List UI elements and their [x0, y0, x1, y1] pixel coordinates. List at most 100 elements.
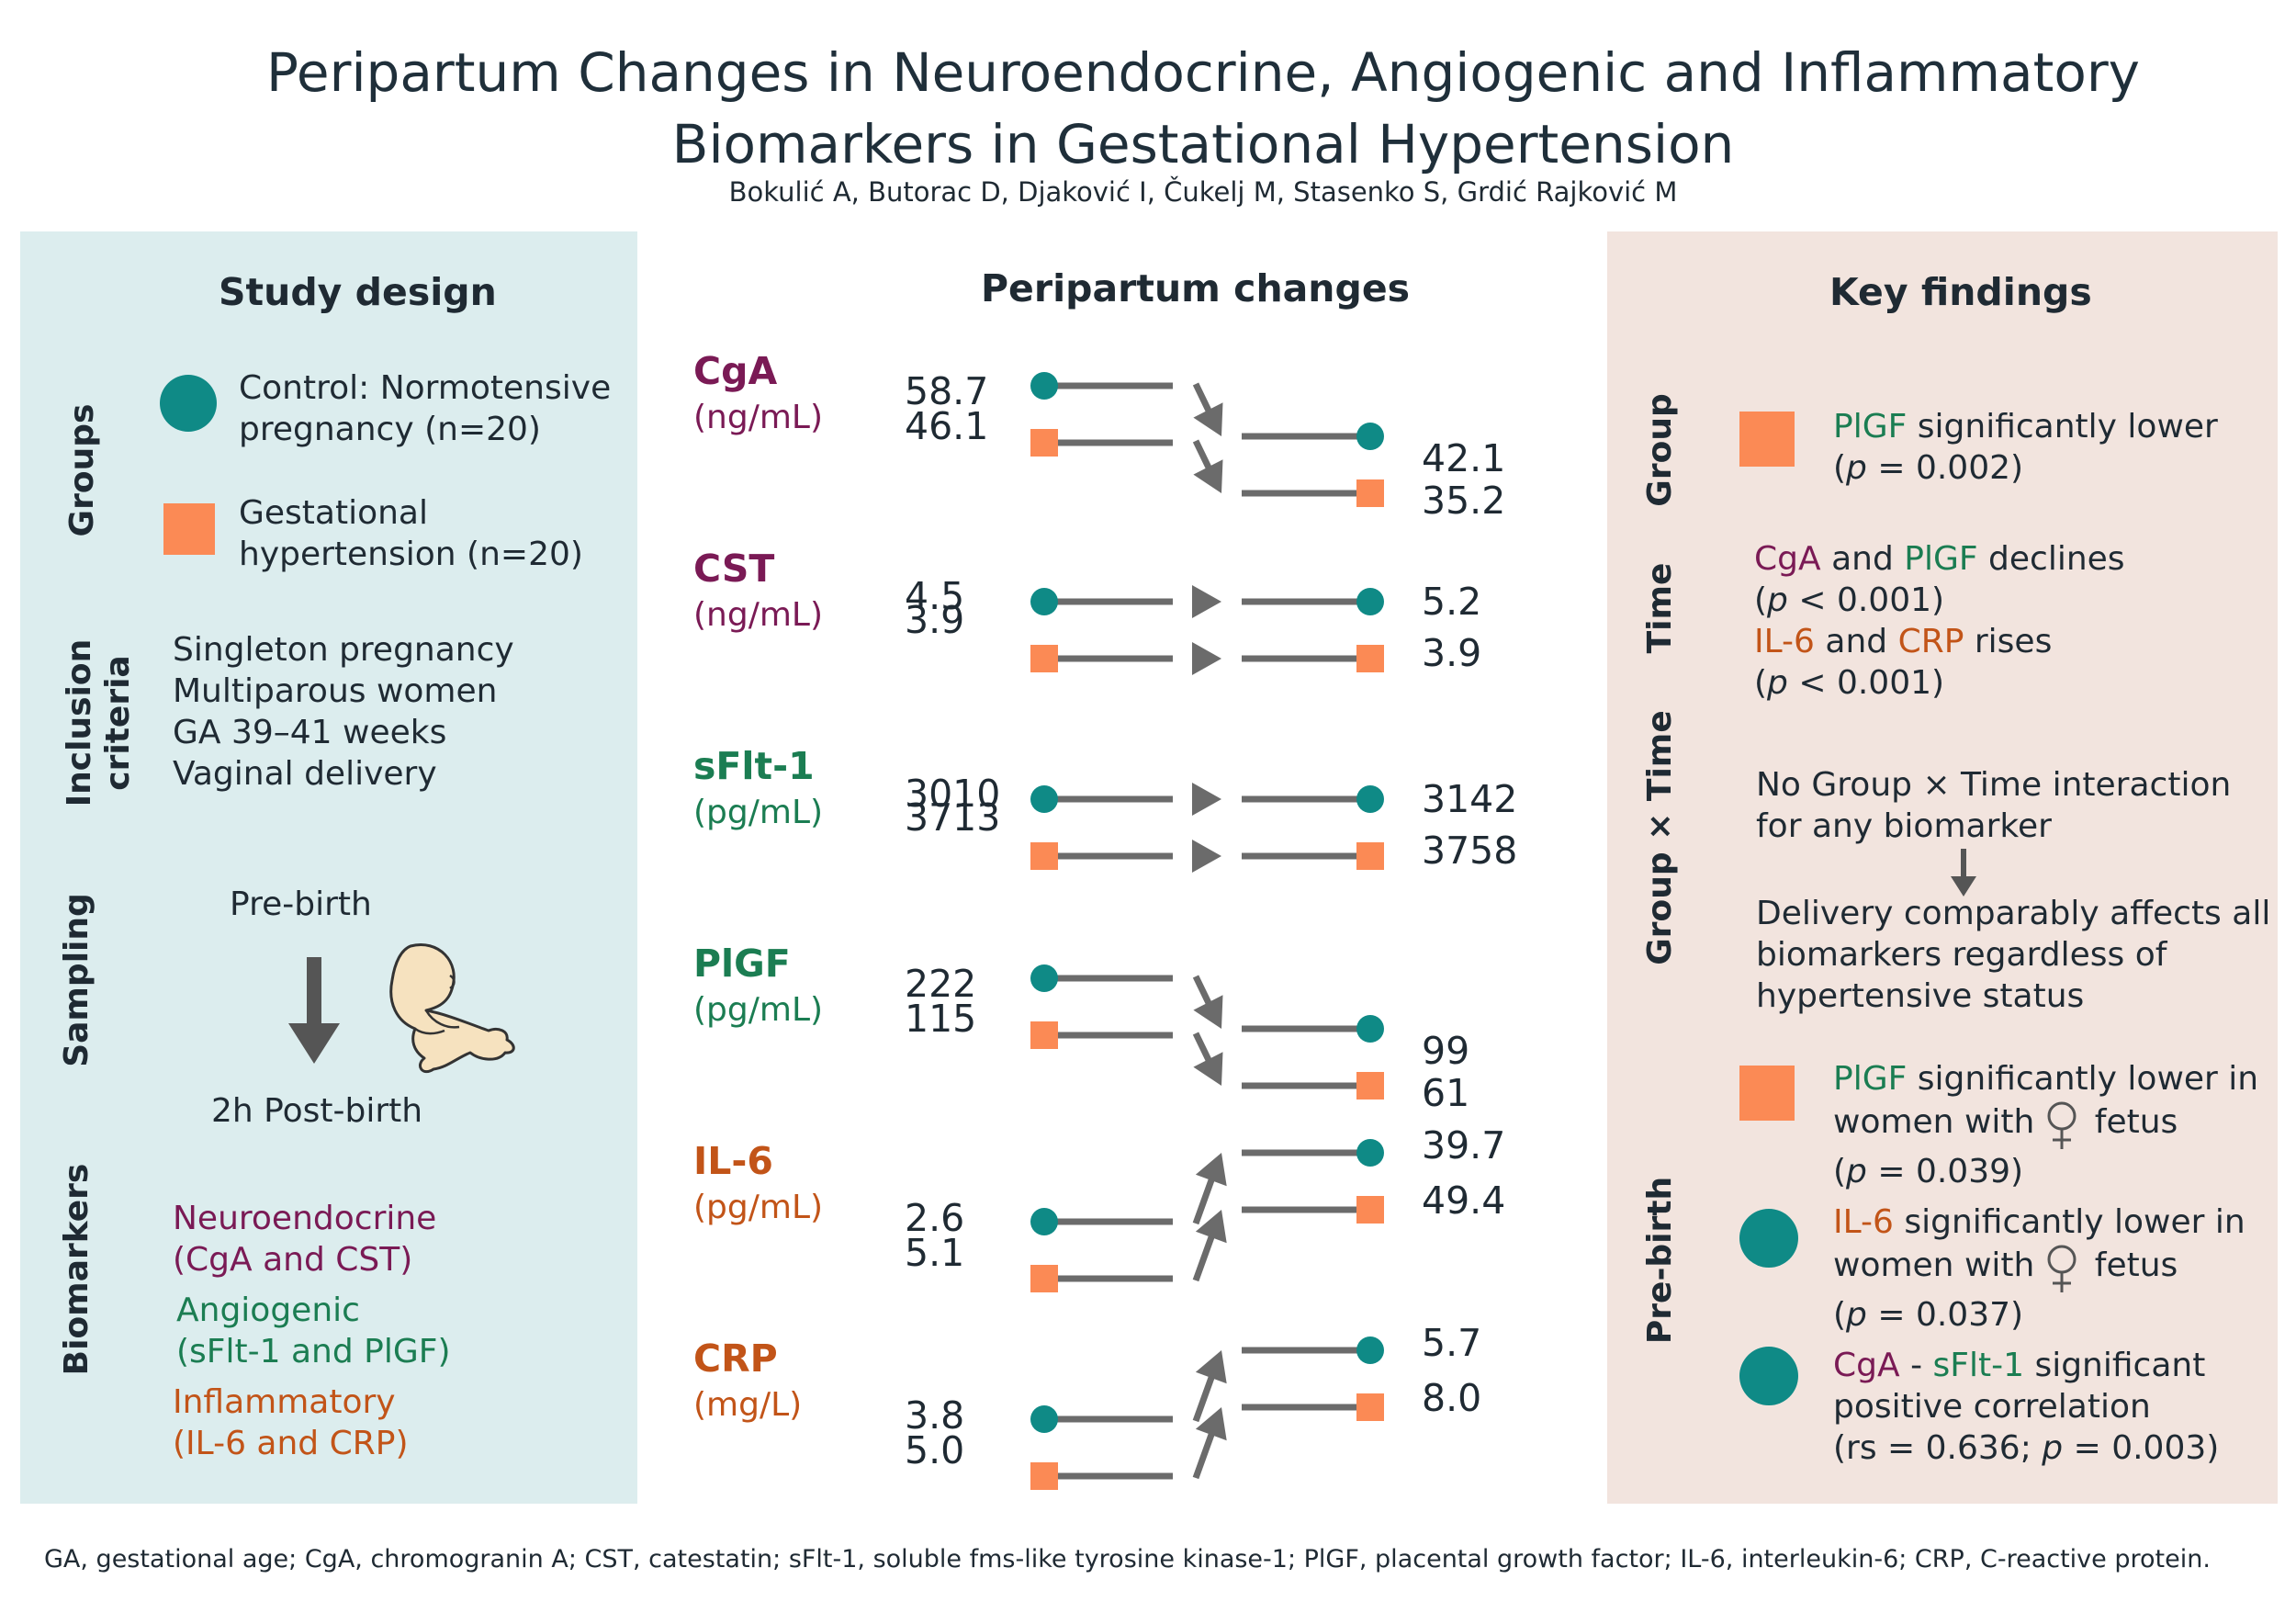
control-pre-value: 3010: [905, 772, 1001, 816]
hypertension-marker: [1030, 1462, 1058, 1490]
inclusion-item: Singleton pregnancy: [173, 631, 514, 669]
hypertension-marker: [1356, 1393, 1384, 1421]
change-arrow-head-icon: [1193, 402, 1223, 436]
hypertension-marker: [1356, 645, 1384, 672]
hypertension-post-value: 61: [1422, 1071, 1470, 1115]
biomarker-name: PlGF: [693, 942, 791, 986]
inclusion-criteria-list: Singleton pregnancy Multiparous women GA…: [173, 629, 514, 795]
hypertension-pre-value: 5.0: [905, 1428, 965, 1472]
control-marker: [1356, 1015, 1384, 1043]
change-arrow-head-icon: [1193, 459, 1223, 493]
hypertension-square-icon: [163, 503, 215, 555]
control-post-value: 39.7: [1422, 1123, 1506, 1167]
gxt-down-arrow-icon: [1951, 849, 1976, 897]
study-design-title: Study design: [219, 270, 497, 314]
group-finding-text: PlGF significantly lower (p = 0.002): [1833, 408, 2218, 487]
hypertension-post-value: 8.0: [1422, 1376, 1482, 1420]
change-arrow-head-icon: [1195, 1210, 1227, 1244]
inclusion-item: Vaginal delivery: [173, 755, 437, 793]
biomarker-name: sFlt-1: [693, 744, 815, 788]
change-arrow-head-icon: [1195, 1350, 1227, 1384]
hypertension-marker: [1356, 1072, 1384, 1100]
change-arrow-head-icon: [1192, 840, 1221, 873]
biomarker-name: CRP: [693, 1336, 778, 1381]
control-circle-icon: [160, 375, 217, 432]
fetus-icon: [389, 943, 515, 1074]
pre-birth-label: Pre-birth: [230, 885, 372, 923]
control-marker: [1356, 1139, 1384, 1167]
biomarker-unit: (ng/mL): [693, 399, 824, 436]
hypertension-marker: [1356, 479, 1384, 507]
sampling-down-arrow-icon: [288, 957, 340, 1064]
page-title: Peripartum Changes in Neuroendocrine, An…: [0, 37, 2296, 180]
angiogenic-text: Angiogenic (sFlt-1 and PlGF): [176, 1291, 451, 1370]
key-findings-panel: Key findings Group Time Group × Time Pre…: [1607, 231, 2278, 1504]
time-finding-text: CgA and PlGF declines (p < 0.001) IL-6 a…: [1754, 540, 2125, 702]
control-circle-icon: [1739, 1209, 1798, 1268]
change-arrow-head-icon: [1192, 642, 1221, 675]
hypertension-square-icon: [1739, 1066, 1795, 1121]
control-marker: [1356, 785, 1384, 813]
key-findings-title: Key findings: [1829, 270, 2092, 314]
peripartum-title: Peripartum changes: [981, 266, 1411, 310]
biomarker-name: CgA: [693, 349, 778, 393]
control-pre-value: 4.5: [905, 574, 965, 618]
post-birth-label: 2h Post-birth: [211, 1092, 423, 1130]
hypertension-marker: [1356, 842, 1384, 870]
hypertension-post-value: 3758: [1422, 829, 1518, 873]
control-post-value: 99: [1422, 1029, 1470, 1073]
footnote: GA, gestational age; CgA, chromogranin A…: [44, 1545, 2211, 1573]
control-marker: [1030, 588, 1058, 615]
control-marker: [1030, 785, 1058, 813]
biomarker-name: CST: [693, 547, 775, 591]
control-post-value: 5.2: [1422, 580, 1482, 624]
group-label: Group: [1641, 393, 1679, 507]
control-marker: [1030, 1208, 1058, 1235]
biomarker-name: IL-6: [693, 1139, 773, 1183]
change-arrow-head-icon: [1192, 585, 1221, 618]
change-arrow-head-icon: [1193, 995, 1223, 1029]
study-design-panel: Study design Groups Inclusion criteria S…: [20, 231, 637, 1504]
hypertension-pre-value: 115: [905, 997, 977, 1041]
hypertension-pre-value: 3.9: [905, 598, 965, 642]
change-arrow-head-icon: [1195, 1407, 1227, 1441]
control-group-text: Control: Normotensive pregnancy (n=20): [239, 369, 612, 448]
pre-birth-findings-label: Pre-birth: [1641, 1176, 1679, 1345]
hypertension-group-text: Gestational hypertension (n=20): [239, 494, 583, 573]
control-marker: [1030, 964, 1058, 992]
female-symbol-icon: [2047, 1101, 2077, 1149]
title-line-2: Biomarkers in Gestational Hypertension: [671, 113, 1735, 175]
change-arrow-head-icon: [1193, 1052, 1223, 1086]
hypertension-pre-value: 46.1: [905, 404, 989, 448]
title-line-1: Peripartum Changes in Neuroendocrine, An…: [266, 41, 2140, 104]
control-post-value: 5.7: [1422, 1321, 1482, 1365]
prebirth-finding-correlation: CgA - sFlt-1 significant positive correl…: [1833, 1347, 2220, 1467]
hypertension-marker: [1030, 645, 1058, 672]
inclusion-item: Multiparous women: [173, 672, 498, 710]
hypertension-pre-value: 3713: [905, 795, 1001, 840]
hypertension-square-icon: [1739, 412, 1795, 467]
control-pre-value: 2.6: [905, 1196, 965, 1240]
control-pre-value: 3.8: [905, 1393, 965, 1438]
control-marker: [1030, 372, 1058, 400]
hypertension-pre-value: 5.1: [905, 1231, 965, 1275]
biomarker-unit: (pg/mL): [693, 991, 824, 1029]
gxt-finding-text: No Group × Time interaction for any biom…: [1756, 766, 2232, 845]
neuroendocrine-text: Neuroendocrine (CgA and CST): [173, 1200, 437, 1279]
control-pre-value: 222: [905, 962, 977, 1006]
control-marker: [1356, 588, 1384, 615]
hypertension-marker: [1030, 842, 1058, 870]
change-arrow-head-icon: [1192, 783, 1221, 816]
control-post-value: 3142: [1422, 777, 1518, 821]
authors: Bokulić A, Butorac D, Djaković I, Čukelj…: [728, 176, 1678, 208]
female-symbol-icon: [2047, 1245, 2077, 1292]
control-circle-icon: [1739, 1347, 1798, 1405]
control-post-value: 42.1: [1422, 436, 1506, 480]
prebirth-finding-plgf: PlGF significantly lower in women with f…: [1833, 1060, 2259, 1190]
hypertension-marker: [1030, 1265, 1058, 1292]
time-label: Time: [1641, 562, 1679, 654]
group-x-time-label: Group × Time: [1641, 710, 1679, 965]
hypertension-marker: [1030, 429, 1058, 457]
change-arrow-head-icon: [1195, 1153, 1227, 1187]
control-marker: [1030, 1405, 1058, 1433]
